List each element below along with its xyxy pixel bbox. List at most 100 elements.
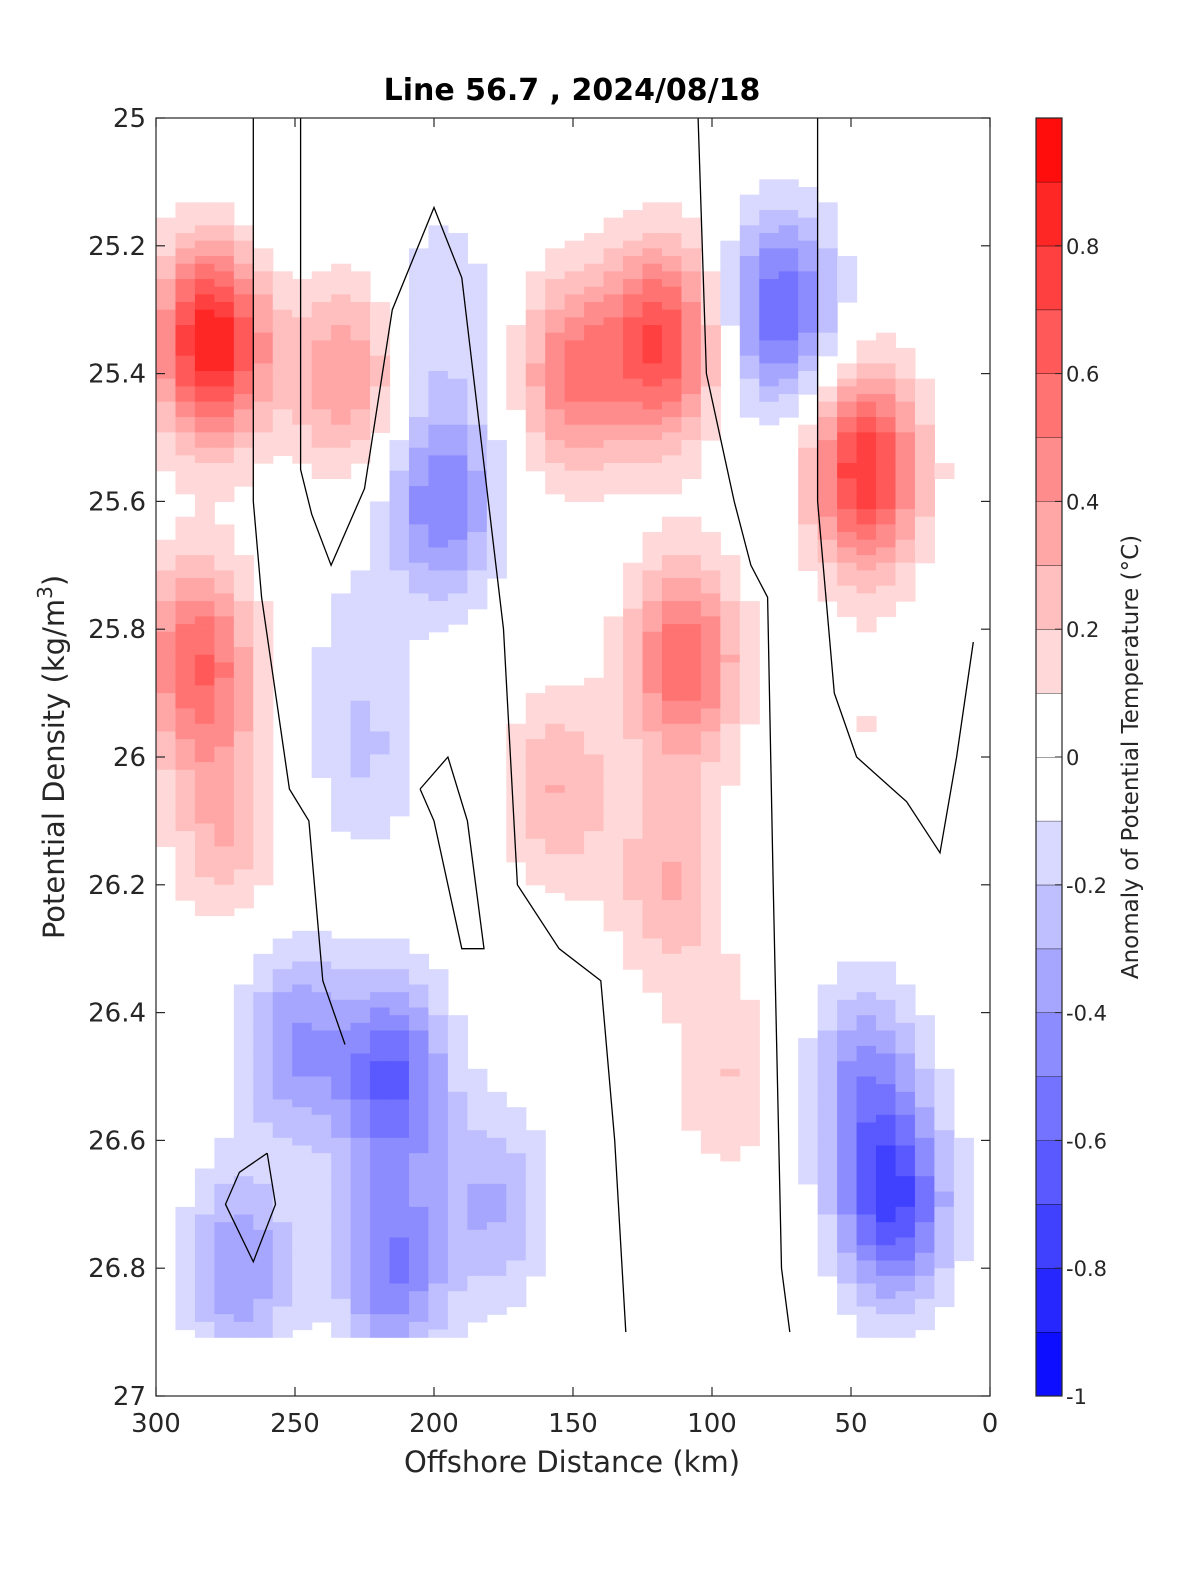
field-cell (837, 432, 858, 441)
field-cell (661, 670, 683, 679)
field-cell (545, 340, 566, 349)
field-cell (253, 762, 274, 771)
field-cell (934, 470, 955, 479)
field-cell (214, 838, 235, 848)
field-cell (759, 217, 780, 226)
field-cell (914, 1160, 935, 1170)
field-cell (876, 340, 897, 349)
field-cell (156, 256, 177, 265)
field-cell (486, 1229, 507, 1239)
field-cell (175, 233, 196, 242)
field-cell (194, 593, 215, 602)
field-cell (642, 210, 663, 219)
field-cell (486, 1153, 507, 1162)
colorbar-band (1036, 1268, 1062, 1333)
field-cell (603, 486, 624, 495)
field-cell (817, 593, 838, 602)
field-cell (876, 585, 897, 595)
field-cell (564, 340, 585, 349)
field-cell (156, 279, 177, 288)
field-cell (584, 808, 605, 817)
field-cell (389, 953, 410, 963)
field-cell (233, 1114, 254, 1124)
field-cell (350, 309, 371, 318)
chart-title: Line 56.7 , 2024/08/18 (384, 73, 761, 108)
field-cell (778, 271, 799, 280)
field-cell (642, 302, 663, 311)
field-cell (642, 225, 663, 234)
field-cell (408, 486, 430, 495)
field-cell (661, 286, 683, 295)
field-cell (311, 470, 332, 479)
field-cell (311, 1176, 332, 1185)
field-cell (370, 394, 391, 403)
field-cell (447, 463, 468, 472)
field-cell (447, 1183, 468, 1193)
field-cell (876, 440, 897, 449)
field-cell (623, 670, 644, 679)
field-cell (720, 999, 741, 1009)
field-cell (272, 417, 293, 426)
field-cell (408, 1260, 430, 1269)
field-cell (350, 984, 371, 993)
field-cell (214, 332, 235, 341)
field-cell (486, 1137, 507, 1147)
field-cell (642, 639, 663, 648)
field-cell (331, 593, 352, 602)
field-cell (292, 309, 313, 318)
field-cell (156, 838, 177, 848)
field-cell (467, 1099, 488, 1108)
field-cell (292, 1222, 313, 1231)
field-cell (175, 616, 196, 625)
field-cell (214, 854, 235, 863)
field-cell (389, 1275, 410, 1285)
field-cell (837, 363, 858, 372)
field-cell (759, 286, 780, 295)
field-cell (642, 777, 663, 786)
field-cell (408, 455, 430, 464)
field-cell (447, 332, 468, 341)
field-cell (408, 371, 430, 380)
field-cell (389, 585, 410, 595)
field-cell (584, 892, 605, 901)
field-cell (156, 815, 177, 825)
field-cell (603, 340, 624, 349)
field-cell (194, 739, 215, 748)
field-cell (584, 424, 605, 433)
field-cell (681, 286, 702, 295)
field-cell (856, 1222, 877, 1231)
field-cell (350, 317, 371, 326)
field-cell (350, 639, 371, 648)
field-cell (467, 1275, 488, 1285)
field-cell (584, 762, 605, 771)
x-tick-label: 300 (131, 1409, 181, 1439)
field-cell (661, 524, 683, 533)
field-cell (876, 1160, 897, 1170)
field-cell (681, 440, 702, 449)
field-cell (467, 455, 488, 464)
field-cell (623, 440, 644, 449)
field-cell (681, 777, 702, 786)
field-cell (389, 447, 410, 456)
field-cell (370, 1068, 391, 1078)
field-cell (720, 1084, 741, 1093)
field-cell (447, 1214, 468, 1223)
field-cell (370, 332, 391, 341)
field-cell (953, 1176, 974, 1185)
field-cell (175, 325, 196, 334)
field-cell (700, 800, 721, 809)
field-cell (700, 892, 721, 901)
field-cell (214, 432, 235, 441)
field-cell (661, 754, 683, 763)
y-tick-label: 25 (113, 104, 146, 134)
field-cell (311, 1130, 332, 1139)
field-cell (700, 639, 721, 648)
anomaly-field (156, 179, 974, 1338)
field-cell (194, 1245, 215, 1254)
field-cell (331, 1160, 352, 1170)
field-cell (194, 478, 215, 487)
field-cell (350, 999, 371, 1009)
field-cell (700, 662, 721, 671)
field-cell (428, 616, 449, 625)
field-cell (837, 1045, 858, 1055)
